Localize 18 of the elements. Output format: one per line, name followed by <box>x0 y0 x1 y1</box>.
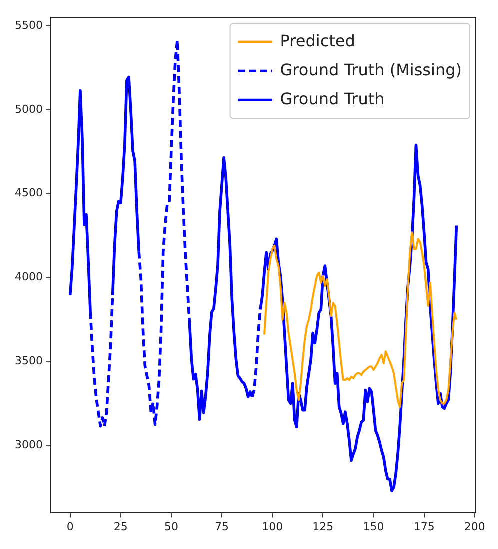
x-tick-label: 175 <box>414 520 435 534</box>
x-tick-label: 100 <box>262 520 284 534</box>
y-tick-label: 4500 <box>14 186 43 200</box>
legend-label: Ground Truth <box>280 89 385 108</box>
x-tick-label: 150 <box>363 520 384 534</box>
x-tick-label: 25 <box>114 520 128 534</box>
legend-label: Ground Truth (Missing) <box>280 60 462 80</box>
y-tick-label: 5500 <box>14 18 43 32</box>
y-tick-label: 3500 <box>14 354 43 368</box>
y-tick-label: 5000 <box>14 102 43 116</box>
y-tick-label: 4000 <box>14 270 43 284</box>
x-tick-label: 125 <box>312 520 334 534</box>
x-tick-label: 75 <box>215 520 230 534</box>
legend-label: Predicted <box>280 31 356 50</box>
y-tick-label: 3000 <box>14 438 43 452</box>
x-tick-label: 50 <box>164 520 178 534</box>
x-tick-label: 0 <box>66 520 74 534</box>
x-tick-label: 200 <box>464 520 486 534</box>
